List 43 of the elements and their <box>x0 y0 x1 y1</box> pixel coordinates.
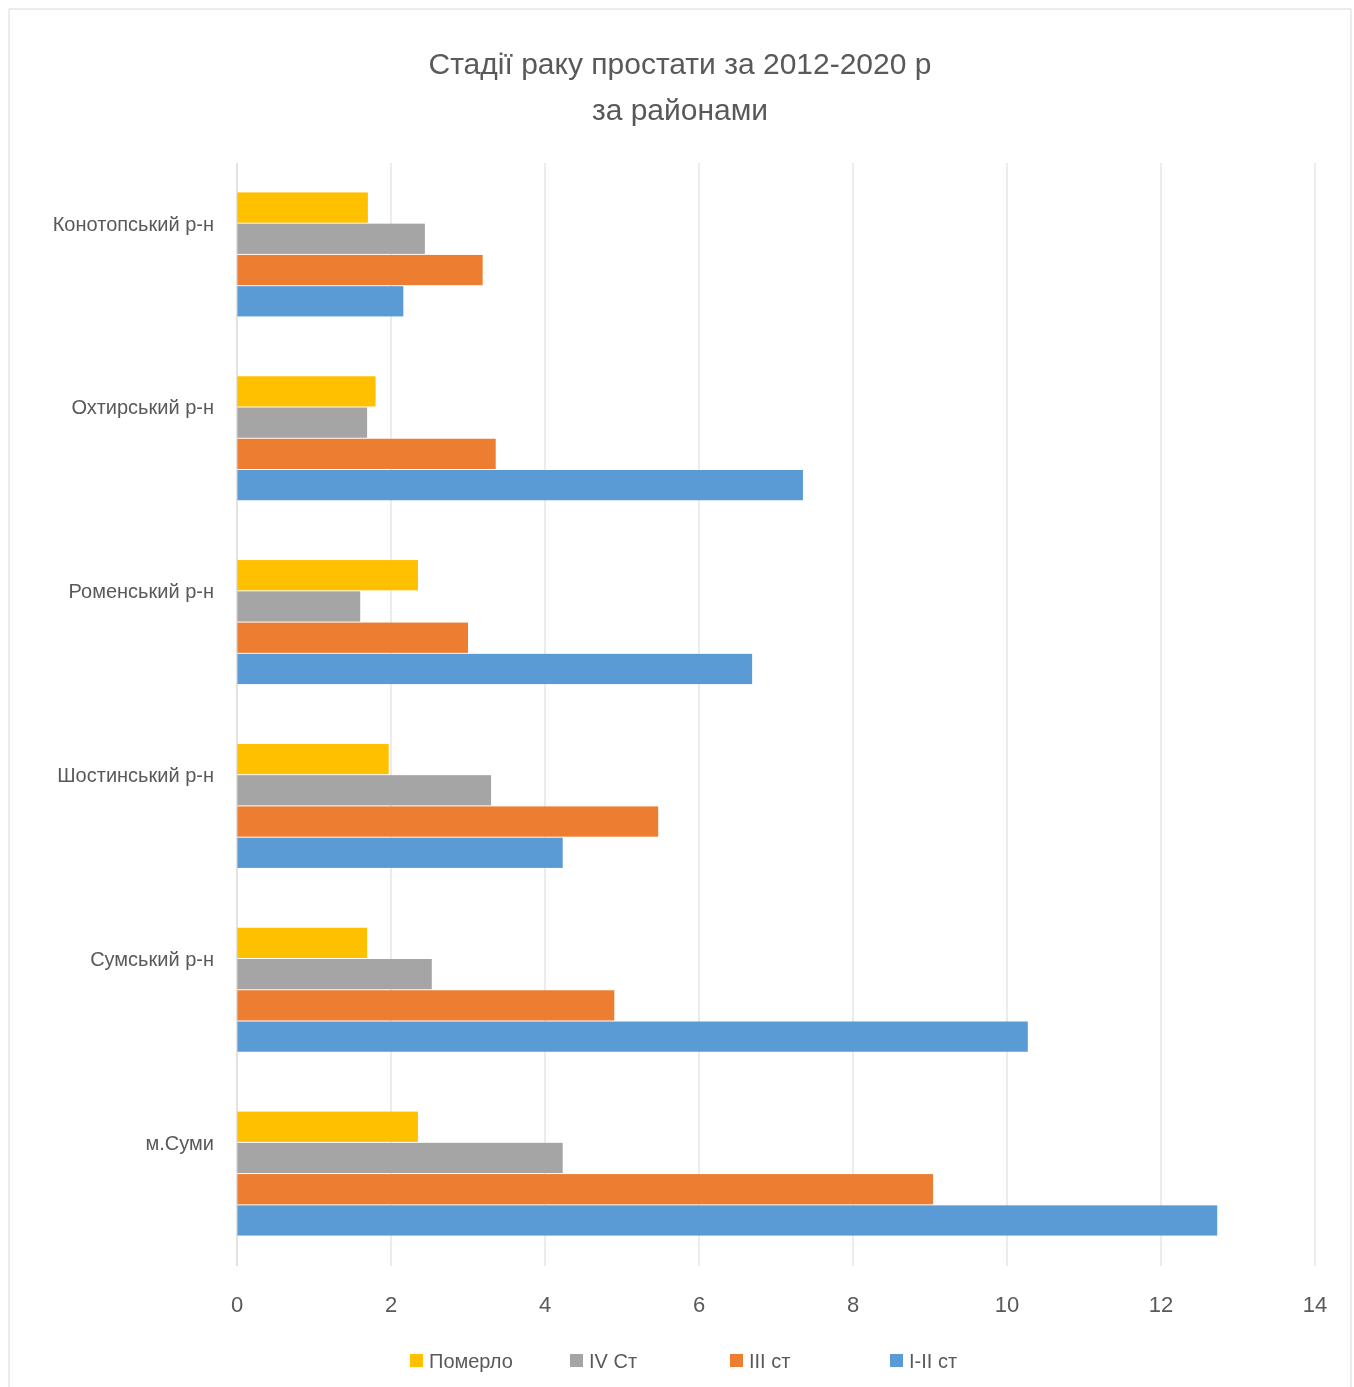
bar <box>237 653 753 685</box>
bar <box>237 192 368 223</box>
x-tick-label: 4 <box>538 1292 552 1317</box>
bar <box>237 438 496 469</box>
bar <box>237 959 432 990</box>
bar <box>237 622 468 653</box>
bar <box>237 1021 1028 1052</box>
bar <box>237 837 563 868</box>
x-tick-label: 0 <box>230 1292 244 1317</box>
bar <box>237 591 361 622</box>
legend-label: I-II ст <box>909 1350 958 1372</box>
y-tick-label: Роменський р-н <box>68 580 214 603</box>
bar <box>237 775 492 806</box>
bar <box>237 376 376 407</box>
bar <box>237 223 425 254</box>
chart-title: Стадії раку простати за 2012-2020 р за районами <box>428 47 932 126</box>
legend-label: III ст <box>749 1350 791 1372</box>
bar <box>237 1174 934 1205</box>
x-tick-label: 2 <box>384 1292 398 1317</box>
y-tick-label: м.Суми <box>145 1131 214 1154</box>
y-tick-label: Охтирський р-н <box>71 396 214 419</box>
x-tick-label: 10 <box>994 1292 1020 1317</box>
bar <box>237 743 389 775</box>
legend-label: Померло <box>429 1350 513 1372</box>
bar <box>237 286 404 317</box>
bar <box>237 254 483 286</box>
bar <box>237 1111 418 1142</box>
x-tick-label: 12 <box>1148 1292 1174 1317</box>
bar <box>237 806 659 837</box>
bar <box>237 1142 563 1174</box>
bar <box>237 990 615 1021</box>
bar <box>237 560 418 591</box>
legend-label: IV Ст <box>589 1350 638 1372</box>
bar <box>237 927 368 958</box>
bar <box>237 407 368 438</box>
bar <box>237 1205 1218 1236</box>
x-tick-label: 6 <box>692 1292 706 1317</box>
y-tick-label: Конотопський р-н <box>52 212 214 235</box>
y-tick-label: Шостинський р-н <box>57 764 214 787</box>
x-tick-label: 14 <box>1302 1292 1328 1317</box>
bar <box>237 470 803 501</box>
y-tick-label: Сумський р-н <box>90 948 214 970</box>
x-tick-label: 8 <box>846 1292 860 1317</box>
